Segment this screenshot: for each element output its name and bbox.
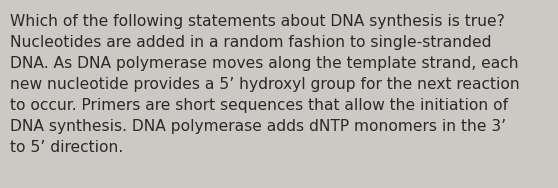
Text: Which of the following statements about DNA synthesis is true?: Which of the following statements about …: [10, 14, 505, 29]
Text: DNA. As DNA polymerase moves along the template strand, each: DNA. As DNA polymerase moves along the t…: [10, 56, 518, 71]
Text: DNA synthesis. DNA polymerase adds dNTP monomers in the 3’: DNA synthesis. DNA polymerase adds dNTP …: [10, 119, 506, 134]
Text: to occur. Primers are short sequences that allow the initiation of: to occur. Primers are short sequences th…: [10, 98, 508, 113]
Text: to 5’ direction.: to 5’ direction.: [10, 140, 123, 155]
Text: new nucleotide provides a 5’ hydroxyl group for the next reaction: new nucleotide provides a 5’ hydroxyl gr…: [10, 77, 519, 92]
Text: Nucleotides are added in a random fashion to single-stranded: Nucleotides are added in a random fashio…: [10, 35, 492, 50]
